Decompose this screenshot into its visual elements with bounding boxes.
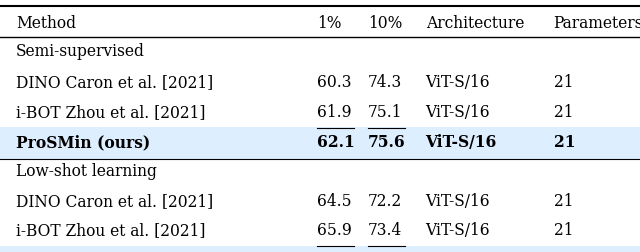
Text: ProSMin (ours): ProSMin (ours) (16, 134, 150, 151)
Text: 10%: 10% (368, 15, 403, 33)
Text: 21: 21 (554, 104, 573, 121)
Text: ViT-S/16: ViT-S/16 (426, 193, 490, 210)
Text: DINO Caron et al. [2021]: DINO Caron et al. [2021] (16, 74, 213, 91)
Text: 64.5: 64.5 (317, 193, 351, 210)
Text: 21: 21 (554, 134, 575, 151)
Text: 72.2: 72.2 (368, 193, 403, 210)
Text: 21: 21 (554, 193, 573, 210)
Text: 62.1: 62.1 (317, 134, 355, 151)
Text: 74.3: 74.3 (368, 74, 403, 91)
Text: Parameters: Parameters (554, 15, 640, 33)
Bar (0, 246, 640, 252)
Text: Architecture: Architecture (426, 15, 524, 33)
Text: ViT-S/16: ViT-S/16 (426, 74, 490, 91)
Text: ViT-S/16: ViT-S/16 (426, 222, 490, 239)
Text: 75.1: 75.1 (368, 104, 403, 121)
Bar (0, 127, 640, 159)
Text: i-BOT Zhou et al. [2021]: i-BOT Zhou et al. [2021] (16, 222, 205, 239)
Text: 21: 21 (554, 222, 573, 239)
Text: 65.9: 65.9 (317, 222, 351, 239)
Text: 1%: 1% (317, 15, 341, 33)
Text: 75.6: 75.6 (368, 134, 406, 151)
Text: 60.3: 60.3 (317, 74, 351, 91)
Text: Low-shot learning: Low-shot learning (16, 163, 157, 180)
Text: 61.9: 61.9 (317, 104, 351, 121)
Text: ViT-S/16: ViT-S/16 (426, 134, 497, 151)
Text: 21: 21 (554, 74, 573, 91)
Text: i-BOT Zhou et al. [2021]: i-BOT Zhou et al. [2021] (16, 104, 205, 121)
Text: 73.4: 73.4 (368, 222, 403, 239)
Text: Method: Method (16, 15, 76, 33)
Text: ViT-S/16: ViT-S/16 (426, 104, 490, 121)
Text: DINO Caron et al. [2021]: DINO Caron et al. [2021] (16, 193, 213, 210)
Text: Semi-supervised: Semi-supervised (16, 43, 145, 60)
